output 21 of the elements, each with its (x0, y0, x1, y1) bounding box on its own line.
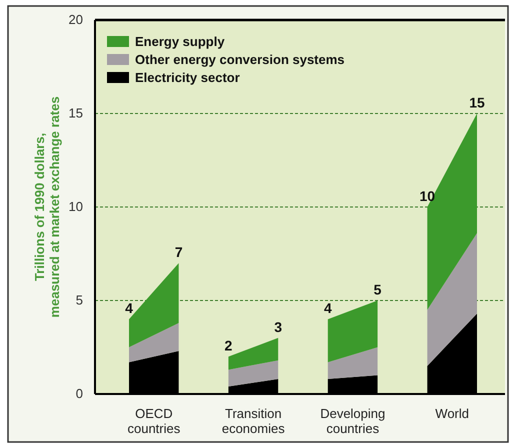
y-tick-label: 15 (68, 106, 83, 121)
legend-label: Electricity sector (135, 70, 240, 85)
total-label: 7 (174, 244, 183, 260)
x-tick-label: Developing countries (320, 406, 386, 436)
total-label: 5 (374, 282, 382, 298)
legend-label: Other energy conversion systems (135, 52, 345, 67)
y-tick-label: 5 (76, 292, 83, 308)
total-label: 10 (419, 188, 436, 204)
total-label: 4 (324, 300, 332, 316)
x-tick-label: OECD countries (127, 406, 181, 436)
y-tick-label: 10 (68, 199, 83, 214)
legend-label: Energy supply (135, 34, 226, 49)
total-label: 3 (274, 318, 282, 335)
y-tick-label: 0 (76, 386, 83, 402)
x-tick-label: World (435, 406, 469, 421)
total-label: 15 (469, 94, 485, 110)
y-tick-label: 20 (68, 12, 83, 28)
total-label: 4 (125, 300, 134, 316)
x-tick-label: Transition economies (222, 406, 286, 436)
total-label: 2 (224, 338, 233, 354)
y-axis-title: Trillions of 1990 dollars, measured at market exchange rates (32, 96, 62, 318)
